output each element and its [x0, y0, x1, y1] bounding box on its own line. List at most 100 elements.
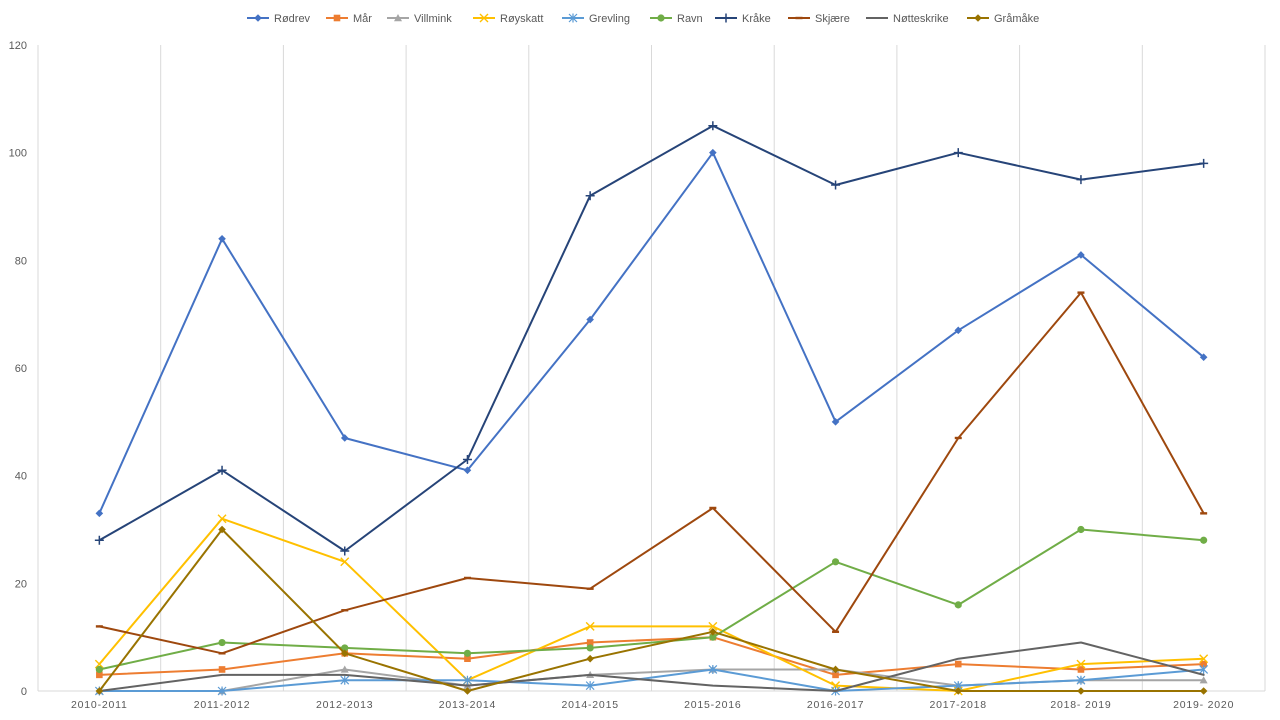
x-tick-label: 2010-2011 — [71, 699, 128, 711]
legend-marker — [254, 14, 262, 22]
series-0 — [95, 148, 1208, 518]
legend-label: Mår — [353, 13, 372, 25]
chart-grid — [37, 45, 1266, 691]
data-point — [340, 649, 349, 658]
data-point — [463, 675, 472, 685]
data-point — [1077, 666, 1085, 673]
data-point — [831, 665, 840, 674]
data-point — [463, 649, 472, 657]
data-point — [1199, 654, 1209, 664]
data-point — [340, 557, 350, 567]
legend-label: Kråke — [742, 13, 771, 25]
data-point — [218, 638, 226, 647]
legend-marker — [333, 14, 341, 22]
series-line — [98, 668, 1205, 692]
series-line — [98, 641, 1205, 692]
x-tick-label: 2016-2017 — [807, 699, 864, 711]
data-point — [954, 660, 962, 668]
series-6 — [94, 121, 1209, 556]
x-tick-label: 2015-2016 — [684, 699, 741, 711]
data-point — [1200, 536, 1208, 544]
series-line — [98, 528, 1205, 692]
data-point — [1076, 675, 1086, 685]
x-tick-label: 2018- 2019 — [1050, 699, 1111, 711]
series-line — [98, 517, 1205, 692]
data-point — [831, 418, 840, 426]
y-tick-label: 80 — [15, 255, 27, 267]
legend-marker — [721, 13, 731, 23]
data-point — [585, 621, 595, 631]
data-point — [709, 148, 717, 157]
y-tick-label: 120 — [9, 40, 27, 52]
x-tick-label: 2012-2013 — [316, 699, 373, 711]
legend-entry: Skjære — [788, 13, 850, 25]
data-point — [586, 654, 594, 663]
data-point — [586, 644, 594, 652]
legend-marker — [568, 13, 578, 23]
data-point — [1200, 660, 1207, 668]
data-point — [1199, 664, 1209, 674]
y-tick-label: 40 — [15, 471, 27, 483]
series-line — [98, 151, 1205, 515]
series-line — [98, 636, 1205, 676]
chart-axes: 0 20 40 60 80 100 120 2010-2011 2011-2012 2012-20… — [9, 40, 1265, 711]
data-point — [832, 671, 839, 679]
data-point — [340, 665, 349, 673]
data-point — [95, 665, 103, 674]
legend-entry: Ravn — [650, 13, 703, 25]
legend-entry: Kråke — [715, 13, 771, 25]
data-point — [96, 671, 103, 679]
data-point — [218, 525, 226, 534]
data-point — [585, 191, 595, 201]
data-point — [1199, 158, 1209, 168]
data-point — [586, 639, 594, 646]
legend-marker — [394, 14, 402, 22]
data-point — [1199, 687, 1208, 695]
data-point — [708, 621, 718, 631]
data-point — [462, 455, 472, 465]
y-tick-label: 0 — [21, 686, 27, 698]
legend-label: Røyskatt — [500, 13, 543, 25]
series-line — [98, 124, 1205, 552]
data-point — [954, 687, 963, 695]
data-point — [94, 535, 104, 545]
series-5 — [95, 525, 1208, 674]
x-tick-label: 2017-2018 — [930, 699, 987, 711]
legend-entry: Grevling — [562, 13, 630, 25]
chart-legend: Rødrev Mår Villmink Røyskatt Grevling Ravn Krå… — [247, 13, 1039, 25]
series-line — [98, 291, 1205, 655]
chart-series — [94, 121, 1209, 696]
series-line — [98, 528, 1205, 671]
legend-label: Grevling — [589, 13, 630, 25]
series-4 — [94, 664, 1209, 696]
data-point — [709, 633, 717, 641]
data-point — [708, 121, 718, 131]
data-point — [340, 434, 349, 442]
data-point — [831, 180, 841, 190]
x-tick-label: 2013-2014 — [439, 699, 496, 711]
data-point — [954, 601, 962, 609]
legend-entry: Rødrev — [247, 13, 311, 25]
data-point — [1077, 687, 1085, 695]
data-point — [954, 326, 963, 335]
x-tick-label: 2011-2012 — [194, 699, 251, 711]
data-point — [217, 514, 227, 524]
legend-entry: Røyskatt — [473, 13, 543, 25]
legend-entry: Mår — [326, 13, 372, 25]
legend-label: Nøtteskrike — [893, 13, 949, 25]
data-point — [95, 687, 104, 695]
y-tick-label: 20 — [15, 578, 27, 590]
data-point — [1077, 525, 1085, 534]
y-tick-label: 60 — [15, 363, 27, 375]
data-point — [95, 509, 104, 518]
data-point — [586, 315, 594, 324]
legend-label: Ravn — [677, 13, 703, 25]
x-tick-label: 2019- 2020 — [1173, 699, 1234, 711]
data-point — [340, 675, 350, 685]
y-tick-label: 100 — [9, 148, 27, 160]
data-point — [1199, 353, 1208, 362]
legend-label: Rødrev — [274, 13, 311, 25]
data-point — [709, 627, 717, 636]
data-point — [218, 666, 226, 673]
